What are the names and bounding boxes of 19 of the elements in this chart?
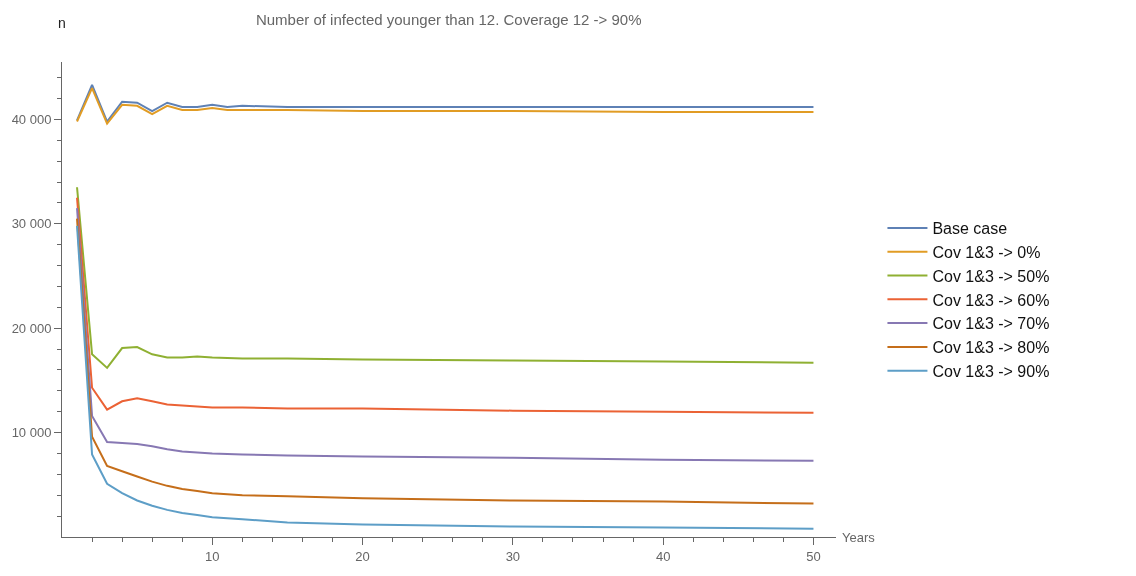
y-axis-title: n — [58, 15, 66, 31]
chart-title: Number of infected younger than 12. Coverage 12 -> 90% — [255, 10, 642, 28]
x-tick-label: 50 — [806, 548, 821, 564]
x-tick-label: 30 — [505, 548, 521, 564]
y-tick-label: 20 000 — [11, 320, 52, 336]
x-axis-title: Years — [842, 530, 876, 545]
x-tick-label: 20 — [355, 548, 370, 564]
legend-label: Cov 1&3 -> 80% — [932, 339, 1050, 357]
y-tick-label: 40 000 — [11, 111, 52, 127]
y-tick-label: 30 000 — [11, 216, 52, 232]
legend-label: Cov 1&3 -> 50% — [932, 267, 1050, 285]
legend-label: Cov 1&3 -> 70% — [932, 315, 1050, 333]
legend-label: Base case — [932, 220, 1008, 238]
legend-label: Cov 1&3 -> 60% — [932, 291, 1050, 309]
x-tick-label: 10 — [205, 548, 220, 564]
legend-label: Cov 1&3 -> 0% — [932, 243, 1041, 261]
y-tick-label: 10 000 — [11, 425, 52, 441]
legend-label: Cov 1&3 -> 90% — [932, 362, 1050, 380]
x-tick-label: 40 — [655, 548, 671, 564]
